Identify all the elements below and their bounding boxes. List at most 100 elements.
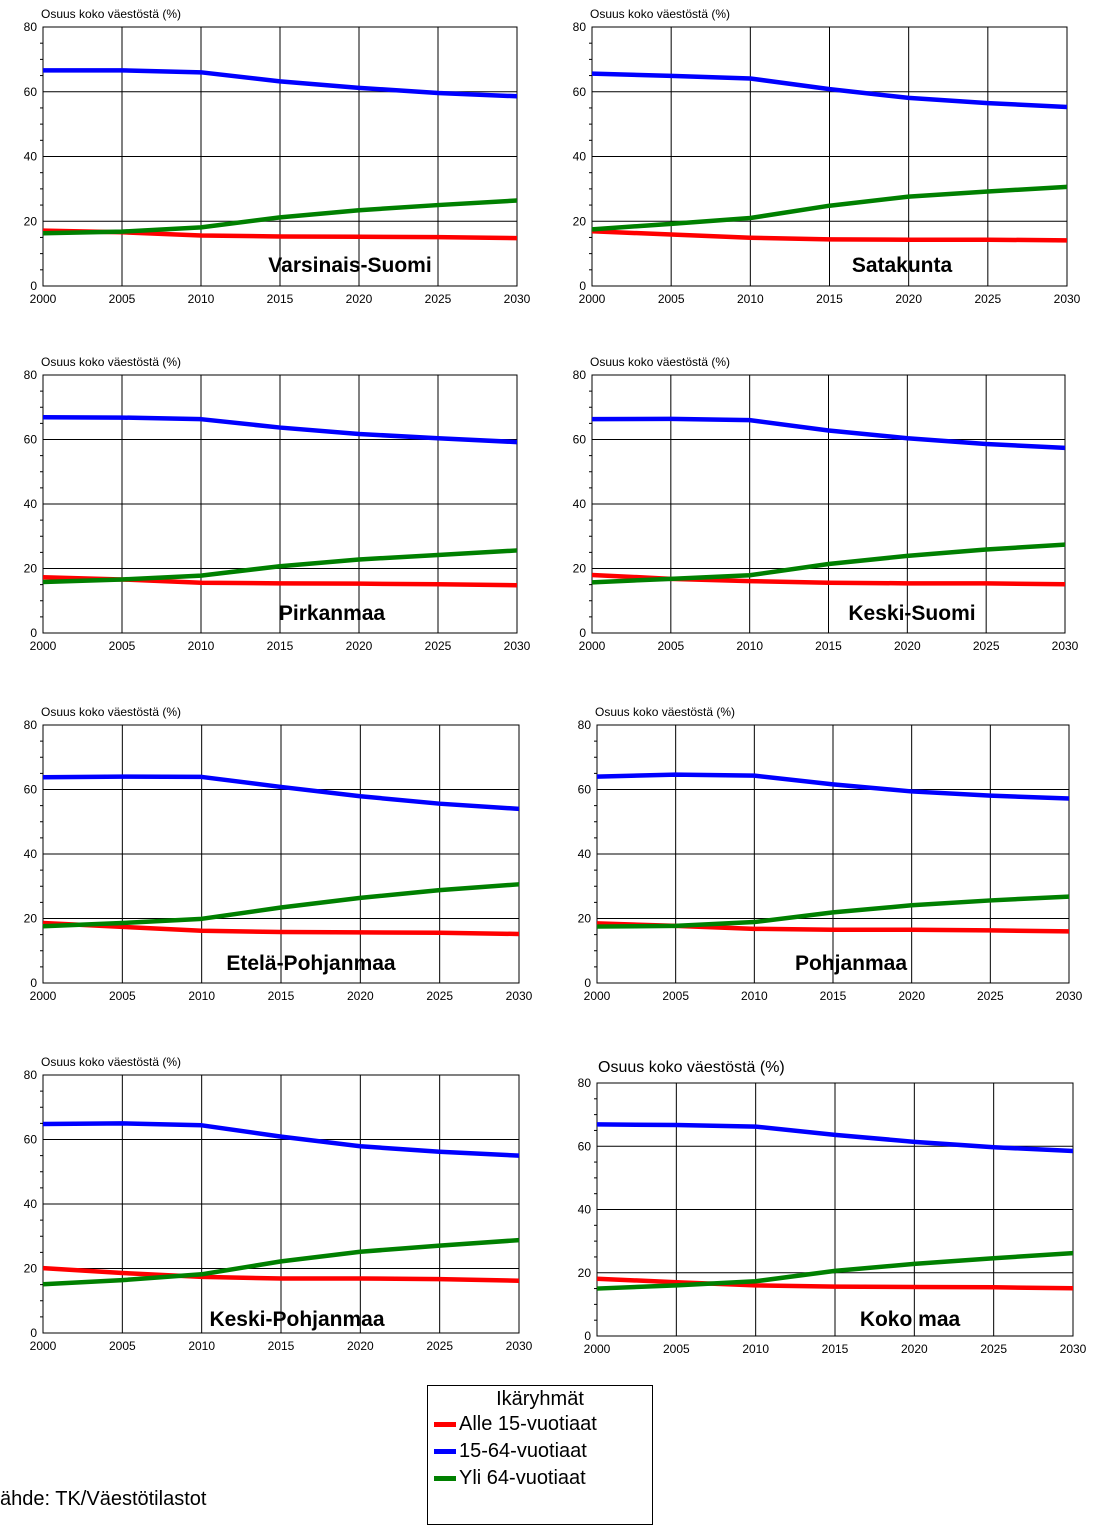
x-tick-label: 2025	[974, 292, 1001, 306]
y-axis-label: Osuus koko väestöstä (%)	[41, 7, 181, 21]
legend-item-yli64: Yli 64-vuotiaat	[428, 1465, 652, 1492]
y-tick-label: 40	[573, 497, 587, 511]
x-tick-label: 2010	[737, 292, 764, 306]
y-tick-label: 40	[24, 847, 38, 861]
x-tick-label: 2015	[815, 639, 842, 653]
x-tick-label: 2020	[346, 639, 373, 653]
y-tick-label: 60	[578, 783, 592, 797]
x-tick-label: 2010	[742, 1342, 769, 1356]
x-tick-label: 2000	[30, 639, 57, 653]
x-tick-label: 2025	[426, 989, 453, 1003]
legend-title: Ikäryhmät	[428, 1387, 652, 1411]
x-tick-label: 2000	[584, 989, 611, 1003]
x-tick-label: 2000	[30, 989, 57, 1003]
y-tick-label: 40	[24, 497, 38, 511]
legend-swatch-alle15	[434, 1422, 456, 1427]
y-axis-label: Osuus koko väestöstä (%)	[595, 705, 735, 719]
y-tick-label: 40	[24, 150, 38, 164]
x-tick-label: 2025	[425, 292, 452, 306]
x-tick-label: 2030	[1052, 639, 1079, 653]
y-axis-label: Osuus koko väestöstä (%)	[590, 355, 730, 369]
x-tick-label: 2025	[977, 989, 1004, 1003]
y-tick-label: 80	[24, 20, 38, 34]
y-tick-label: 0	[30, 1326, 37, 1340]
y-axis-label: Osuus koko väestöstä (%)	[41, 705, 181, 719]
chart-title: Keski-Suomi	[848, 602, 975, 625]
x-tick-label: 2025	[973, 639, 1000, 653]
x-tick-label: 2015	[268, 1339, 295, 1353]
x-tick-label: 2030	[506, 989, 533, 1003]
x-tick-label: 2020	[895, 292, 922, 306]
y-tick-label: 20	[24, 1262, 38, 1276]
legend-swatch-yli64	[434, 1476, 456, 1481]
y-tick-label: 60	[573, 433, 587, 447]
x-tick-label: 2025	[426, 1339, 453, 1353]
source-note: ähde: TK/Väestötilastot	[0, 1488, 206, 1511]
x-tick-label: 2020	[346, 292, 373, 306]
y-tick-label: 20	[578, 912, 592, 926]
y-tick-label: 20	[24, 912, 38, 926]
y-tick-label: 20	[24, 562, 38, 576]
y-tick-label: 80	[573, 368, 587, 382]
x-tick-label: 2005	[109, 292, 136, 306]
x-tick-label: 2020	[347, 989, 374, 1003]
y-axis-label: Osuus koko väestöstä (%)	[590, 7, 730, 21]
y-tick-label: 20	[578, 1266, 592, 1280]
x-tick-label: 2000	[579, 639, 606, 653]
x-tick-label: 2000	[30, 1339, 57, 1353]
x-tick-label: 2000	[579, 292, 606, 306]
x-tick-label: 2015	[822, 1342, 849, 1356]
x-tick-label: 2025	[425, 639, 452, 653]
chart-title: Pirkanmaa	[279, 602, 386, 625]
y-axis-label: Osuus koko väestöstä (%)	[598, 1059, 785, 1076]
x-tick-label: 2015	[816, 292, 843, 306]
legend-label-15-64: 15-64-vuotiaat	[459, 1440, 587, 1463]
legend-item-15-64: 15-64-vuotiaat	[428, 1438, 652, 1465]
chart-title: Satakunta	[852, 254, 953, 277]
x-tick-label: 2030	[1056, 989, 1083, 1003]
x-tick-label: 2010	[741, 989, 768, 1003]
y-tick-label: 40	[578, 1203, 592, 1217]
legend-label-alle15: Alle 15-vuotiaat	[459, 1413, 597, 1436]
x-tick-label: 2015	[267, 292, 294, 306]
x-tick-label: 2005	[657, 639, 684, 653]
y-tick-label: 0	[30, 626, 37, 640]
x-tick-label: 2015	[820, 989, 847, 1003]
x-tick-label: 2015	[268, 989, 295, 1003]
y-tick-label: 20	[24, 214, 38, 228]
x-tick-label: 2020	[894, 639, 921, 653]
y-tick-label: 40	[578, 847, 592, 861]
chart-title: Keski-Pohjanmaa	[209, 1308, 384, 1331]
chart-title: Koko maa	[860, 1308, 961, 1331]
x-tick-label: 2000	[584, 1342, 611, 1356]
chart-title: Etelä-Pohjanmaa	[226, 952, 396, 975]
y-axis-label: Osuus koko väestöstä (%)	[41, 355, 181, 369]
y-tick-label: 60	[573, 85, 587, 99]
x-tick-label: 2010	[188, 989, 215, 1003]
y-axis-label: Osuus koko väestöstä (%)	[41, 1055, 181, 1069]
y-tick-label: 20	[573, 562, 587, 576]
y-tick-label: 80	[24, 1068, 38, 1082]
chart-title: Pohjanmaa	[795, 952, 907, 975]
y-tick-label: 60	[24, 1133, 38, 1147]
x-tick-label: 2005	[662, 989, 689, 1003]
y-tick-label: 80	[24, 368, 38, 382]
y-tick-label: 0	[584, 1329, 591, 1343]
x-tick-label: 2030	[1054, 292, 1081, 306]
x-tick-label: 2030	[506, 1339, 533, 1353]
x-tick-label: 2005	[109, 989, 136, 1003]
y-tick-label: 40	[24, 1197, 38, 1211]
x-tick-label: 2005	[663, 1342, 690, 1356]
x-tick-label: 2005	[658, 292, 685, 306]
x-tick-label: 2000	[30, 292, 57, 306]
x-tick-label: 2020	[347, 1339, 374, 1353]
x-tick-label: 2030	[1060, 1342, 1087, 1356]
